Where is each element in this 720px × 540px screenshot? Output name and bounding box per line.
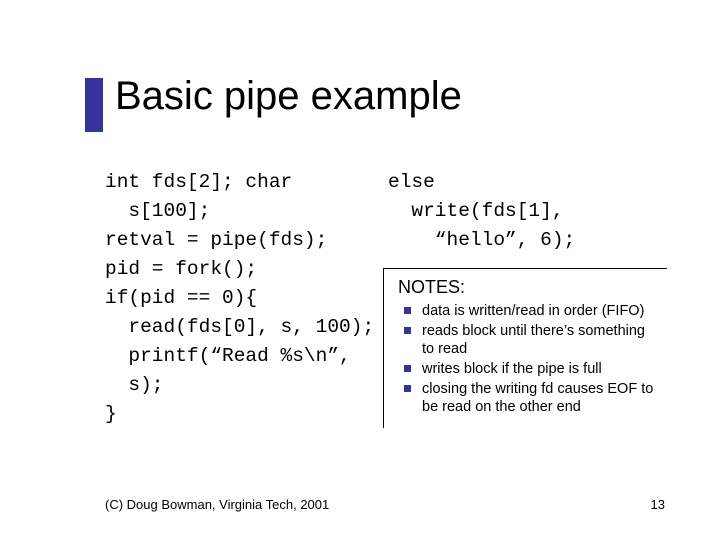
square-bullet-icon — [404, 385, 411, 392]
notes-item: data is written/read in order (FIFO) — [398, 302, 661, 320]
slide: Basic pipe example int fds[2]; char s[10… — [0, 0, 720, 540]
notes-list: data is written/read in order (FIFO) rea… — [398, 302, 661, 416]
notes-item-text: reads block until there’s something to r… — [422, 323, 645, 357]
slide-title: Basic pipe example — [115, 74, 462, 119]
title-accent-bar — [85, 78, 103, 132]
square-bullet-icon — [404, 307, 411, 314]
square-bullet-icon — [404, 365, 411, 372]
footer-page-number: 13 — [651, 497, 665, 512]
code-block-left: int fds[2]; char s[100]; retval = pipe(f… — [105, 168, 390, 429]
footer-copyright: (C) Doug Bowman, Virginia Tech, 2001 — [105, 497, 329, 512]
notes-item-text: writes block if the pipe is full — [422, 361, 602, 377]
square-bullet-icon — [404, 327, 411, 334]
code-block-right: else write(fds[1], “hello”, 6); — [388, 168, 668, 255]
notes-item: writes block if the pipe is full — [398, 360, 661, 378]
notes-item: closing the writing fd causes EOF to be … — [398, 380, 661, 416]
notes-item: reads block until there’s something to r… — [398, 322, 661, 358]
notes-item-text: data is written/read in order (FIFO) — [422, 303, 644, 319]
notes-box: NOTES: data is written/read in order (FI… — [383, 268, 667, 428]
notes-item-text: closing the writing fd causes EOF to be … — [422, 381, 653, 415]
notes-heading: NOTES: — [398, 277, 661, 298]
